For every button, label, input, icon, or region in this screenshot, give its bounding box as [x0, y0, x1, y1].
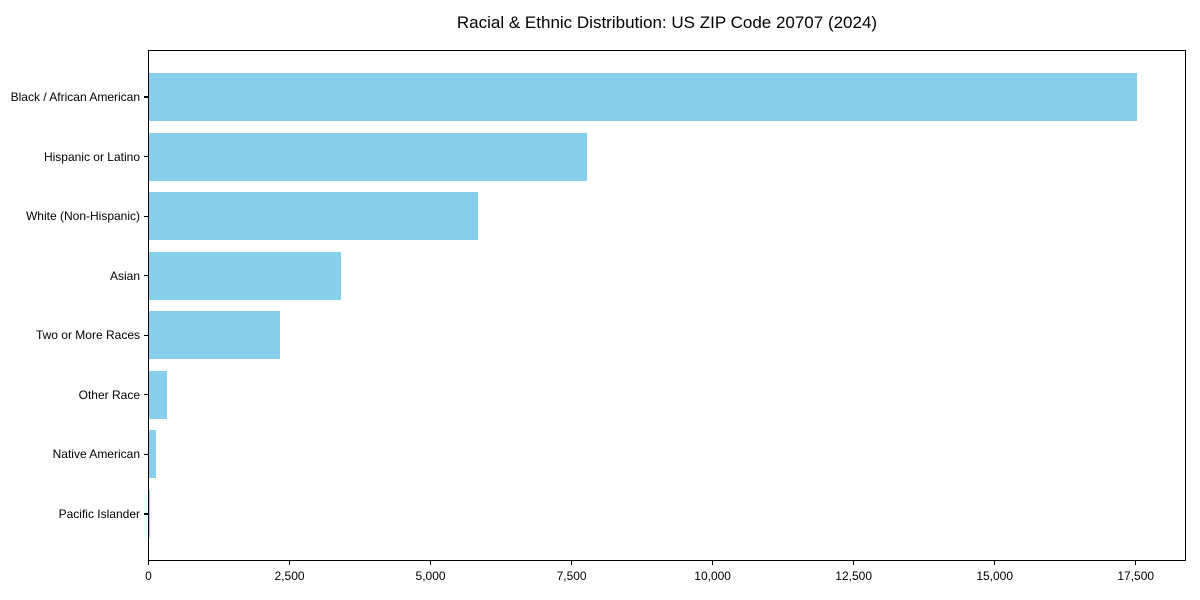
- y-tick-label: Two or More Races: [35, 328, 140, 343]
- x-tick-label: 5,000: [415, 569, 446, 583]
- x-tick-label: 10,000: [694, 569, 731, 583]
- x-tick-label: 2,500: [274, 569, 305, 583]
- y-tick-label: White (Non-Hispanic): [25, 209, 140, 224]
- x-tick-mark: [429, 561, 432, 565]
- plot-area: [148, 50, 1186, 561]
- y-tick-mark: [144, 215, 148, 217]
- y-tick-label: Asian: [109, 268, 140, 283]
- y-tick-label: Black / African American: [10, 90, 140, 104]
- x-tick-label: 15,000: [976, 569, 1014, 583]
- x-tick-mark: [570, 561, 573, 565]
- y-tick-mark: [144, 96, 148, 98]
- bar-asian: [148, 251, 341, 300]
- y-tick-label: Other Race: [78, 387, 140, 402]
- x-tick-mark: [147, 561, 150, 565]
- x-tick-mark: [712, 561, 714, 565]
- x-tick-mark: [1135, 561, 1137, 565]
- y-tick-mark: [144, 275, 148, 277]
- bar-black-african-american: [148, 73, 1138, 121]
- x-tick-mark: [994, 561, 996, 565]
- x-tick-label: 0: [145, 569, 152, 583]
- bar-two-or-more-races: [148, 311, 280, 360]
- y-tick-mark: [144, 394, 148, 396]
- y-tick-label: Pacific Islander: [58, 506, 140, 521]
- bar-other-race: [148, 370, 167, 419]
- x-tick-mark: [288, 561, 291, 565]
- y-tick-mark: [144, 155, 148, 158]
- y-tick-mark: [144, 513, 148, 515]
- bar-native-american: [148, 430, 156, 479]
- bar-white-non-hispanic: [148, 192, 478, 241]
- chart-title: Racial & Ethnic Distribution: US ZIP Cod…: [456, 13, 878, 32]
- y-tick-mark: [144, 334, 148, 336]
- y-tick-label: Hispanic or Latino: [43, 149, 140, 164]
- x-tick-mark: [853, 561, 855, 565]
- x-tick-label: 17,500: [1117, 569, 1155, 583]
- y-tick-mark: [144, 453, 148, 455]
- y-tick-label: Native American: [52, 447, 140, 462]
- bar-pacific-islander: [148, 489, 150, 538]
- x-tick-label: 12,500: [835, 569, 872, 583]
- bar-hispanic-or-latino: [148, 132, 587, 181]
- x-tick-label: 7,500: [556, 569, 587, 583]
